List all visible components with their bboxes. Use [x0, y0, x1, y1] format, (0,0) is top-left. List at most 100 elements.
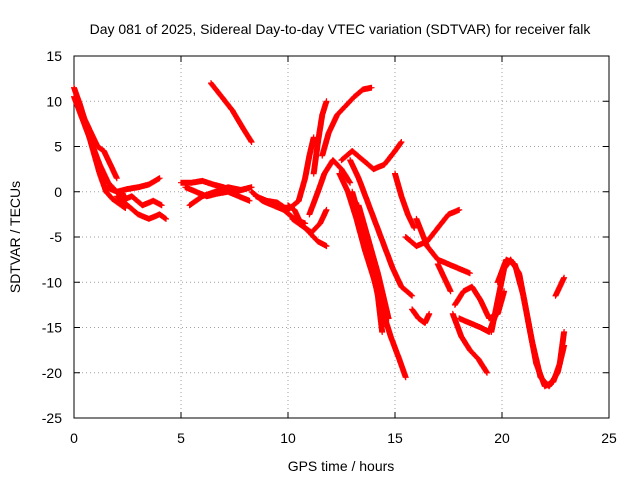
data-point — [405, 236, 407, 238]
data-point — [152, 200, 154, 202]
data-point — [426, 245, 428, 247]
data-point — [107, 182, 109, 184]
data-point — [287, 209, 289, 211]
data-point — [415, 245, 417, 247]
data-point — [99, 173, 101, 175]
data-point — [321, 114, 323, 116]
data-point — [276, 202, 278, 204]
series-track-15 — [306, 157, 354, 218]
data-point — [458, 268, 460, 270]
data-point — [471, 286, 473, 288]
x-tick-label: 5 — [177, 430, 185, 446]
series-trace — [338, 139, 405, 173]
data-point — [317, 240, 319, 243]
data-point — [428, 313, 430, 315]
data-point — [73, 96, 75, 98]
series-track-21 — [347, 157, 416, 299]
x-tick-label: 15 — [387, 430, 403, 446]
data-point — [124, 207, 126, 209]
y-tick-label: -5 — [50, 229, 63, 245]
data-point — [383, 164, 385, 166]
data-point — [96, 145, 99, 148]
series-track-5 — [103, 175, 163, 195]
data-point — [458, 209, 460, 211]
data-point — [180, 182, 182, 184]
data-point — [400, 286, 403, 288]
data-point — [118, 202, 120, 205]
data-point — [373, 168, 375, 170]
data-point — [469, 349, 471, 351]
data-point — [450, 290, 452, 292]
data-point — [557, 372, 559, 374]
data-point — [161, 204, 163, 206]
x-tick-label: 25 — [601, 430, 617, 446]
data-point — [349, 182, 351, 184]
data-point — [387, 317, 390, 320]
data-point — [116, 177, 118, 179]
data-point — [390, 335, 392, 338]
data-point — [99, 164, 101, 166]
data-point — [437, 227, 439, 229]
data-point — [73, 87, 75, 89]
series-track-27 — [409, 306, 433, 326]
data-point — [480, 299, 482, 301]
data-point — [304, 222, 306, 225]
series-trace — [208, 80, 255, 145]
data-point — [77, 100, 79, 102]
data-point — [298, 200, 300, 202]
data-point — [126, 188, 129, 190]
data-point — [469, 272, 471, 274]
data-point — [248, 200, 251, 202]
data-point — [116, 195, 118, 197]
data-point — [227, 186, 229, 188]
data-point — [539, 376, 542, 378]
data-point — [554, 295, 557, 297]
data-point — [148, 218, 150, 220]
data-point — [287, 204, 289, 206]
data-point — [454, 304, 456, 306]
data-point — [195, 191, 197, 193]
chart-title: Day 081 of 2025, Sidereal Day-to-day VTE… — [90, 21, 592, 37]
data-point — [358, 177, 360, 179]
data-point — [383, 299, 385, 301]
data-point — [116, 191, 118, 193]
data-point — [394, 150, 396, 152]
data-point — [398, 358, 400, 360]
series-trace — [494, 256, 568, 390]
data-series — [71, 80, 568, 390]
x-axis-label: GPS time / hours — [288, 458, 395, 474]
data-point — [375, 222, 377, 225]
data-point — [141, 204, 144, 206]
data-point — [159, 177, 161, 179]
data-point — [251, 191, 253, 193]
data-point — [559, 286, 561, 288]
data-point — [531, 340, 533, 342]
data-point — [345, 105, 347, 107]
data-point — [469, 322, 471, 324]
data-point — [563, 345, 565, 347]
data-point — [392, 268, 394, 270]
data-point — [221, 96, 223, 98]
data-point — [377, 295, 379, 297]
data-point — [266, 200, 268, 202]
data-point — [291, 218, 293, 220]
data-point — [165, 218, 167, 220]
data-point — [400, 141, 403, 143]
data-point — [407, 213, 409, 215]
data-point — [251, 141, 253, 143]
data-point — [120, 200, 122, 202]
y-axis-label: SDTVAR / TECUs — [7, 181, 23, 293]
series-trace — [319, 84, 375, 159]
series-track-23 — [355, 202, 392, 322]
data-point — [310, 231, 313, 234]
x-tick-label: 20 — [494, 430, 510, 446]
data-point — [325, 245, 328, 247]
data-point — [340, 168, 343, 170]
y-tick-label: 10 — [46, 93, 62, 109]
data-point — [131, 195, 133, 197]
data-point — [317, 191, 319, 193]
data-point — [437, 263, 439, 265]
data-point — [308, 213, 310, 215]
data-point — [201, 195, 203, 197]
